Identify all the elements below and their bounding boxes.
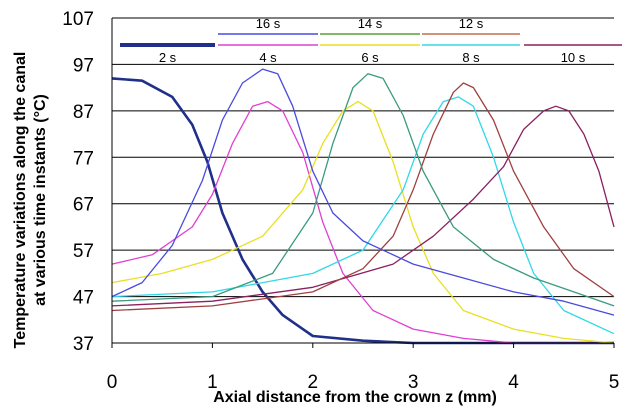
grid-lines: [112, 17, 614, 344]
series-lines: [111, 68, 615, 345]
y-tick-label-7: 107: [62, 9, 94, 30]
legend-label-6s: 6 s: [361, 50, 379, 65]
series-line-10s: [111, 105, 615, 307]
y-axis-label-line-2: at various time instants (°C): [32, 94, 49, 306]
series-line-12s: [111, 82, 615, 312]
y-tick-label-0: 37: [73, 334, 94, 355]
series-line-8s: [111, 96, 615, 335]
legend: 16 s 14 s 12 s 2 s 4 s 6 s 8 s 10 s: [120, 16, 622, 65]
y-tick-label-6: 97: [73, 55, 94, 76]
axes: [111, 18, 615, 348]
series-line-14s: [111, 73, 615, 307]
legend-label-10s: 10 s: [561, 50, 586, 65]
legend-label-8s: 8 s: [462, 50, 480, 65]
series-line-2s: [111, 77, 614, 345]
y-tick-label-2: 57: [73, 241, 94, 262]
x-tick-label-0: 0: [107, 372, 118, 393]
legend-label-14s: 14 s: [358, 16, 383, 31]
series-line-6s: [111, 100, 615, 344]
x-tick-label-2: 2: [308, 372, 319, 393]
y-axis-label: Temperature variations along the canal a…: [12, 52, 49, 349]
x-tick-label-4: 4: [508, 372, 519, 393]
x-tick-label-3: 3: [408, 372, 419, 393]
y-tick-label-3: 67: [73, 195, 94, 216]
legend-label-4s: 4 s: [259, 50, 277, 65]
y-tick-label-4: 77: [73, 148, 94, 169]
series-line-16s: [111, 68, 615, 316]
tick-labels: 37 47 57 67 77 87 97 107 0 1 2 3 4 5: [62, 9, 619, 393]
legend-label-12s: 12 s: [459, 16, 484, 31]
y-axis-label-line-1: Temperature variations along the canal: [12, 52, 29, 349]
legend-label-16s: 16 s: [256, 16, 281, 31]
legend-label-2s: 2 s: [159, 50, 177, 65]
x-axis-label: Axial distance from the crown z (mm): [213, 389, 497, 406]
x-tick-label-5: 5: [609, 372, 620, 393]
x-tick-label-1: 1: [207, 372, 218, 393]
y-tick-label-1: 47: [73, 288, 94, 309]
series-line-4s: [111, 100, 614, 344]
y-tick-label-5: 87: [73, 102, 94, 123]
